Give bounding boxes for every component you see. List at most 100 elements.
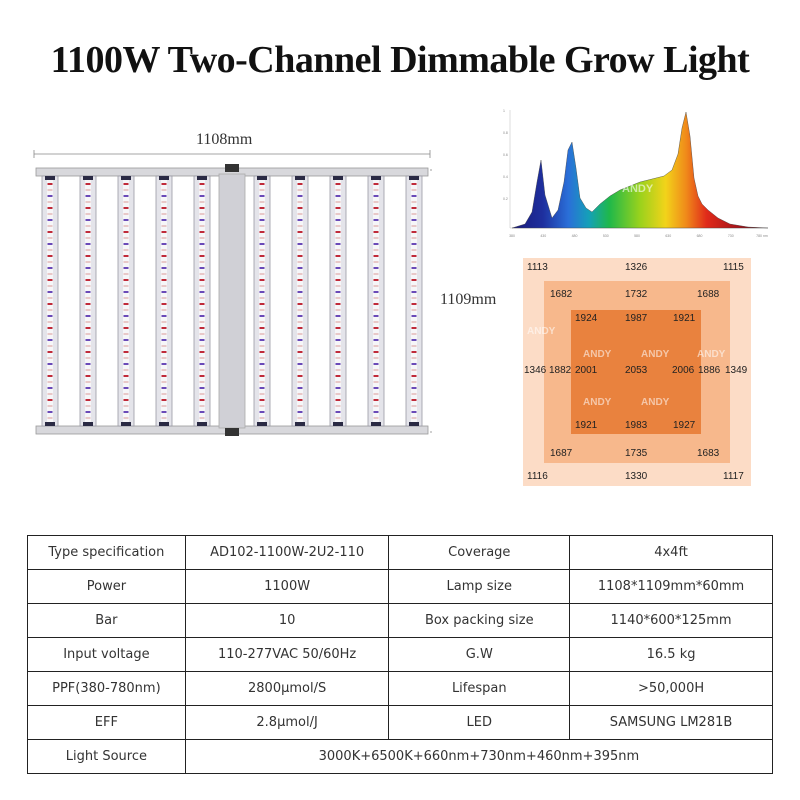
ppfd-value: 1688 (697, 289, 720, 300)
ppfd-value: 1924 (575, 313, 598, 324)
led-bar (405, 175, 423, 427)
spec-label: Box packing size (388, 603, 571, 638)
spec-value: SAMSUNG LM281B (569, 705, 773, 740)
led-bar (155, 175, 173, 427)
table-row: Input voltage 110-277VAC 50/60Hz G.W 16.… (27, 637, 773, 672)
spectrum-y-tick: 0.6 (503, 153, 508, 157)
spectrum-y-tick: 1 (503, 109, 505, 113)
light-source-value: 3000K+6500K+660nm+730nm+460nm+395nm (184, 739, 774, 774)
led-bar (253, 175, 271, 427)
ppfd-value: 2053 (625, 365, 648, 376)
spec-label: EFF (27, 705, 186, 740)
ppfd-value: 1735 (625, 448, 648, 459)
spectrum-y-tick: 0.4 (503, 175, 508, 179)
ppfd-distribution-map: ANDY ANDY ANDY ANDY ANDY ANDY 1113 1326 … (523, 258, 751, 486)
spec-label: Power (27, 569, 186, 604)
ppfd-watermark: ANDY (527, 326, 556, 337)
table-row: Bar 10 Box packing size 1140*600*125mm (27, 603, 773, 638)
led-bar (193, 175, 211, 427)
ppfd-value: 1117 (723, 471, 744, 482)
spec-label: Input voltage (27, 637, 186, 672)
spectrum-x-tick: 430 (540, 234, 546, 238)
spec-label: G.W (388, 637, 571, 672)
spectrum-x-tick: 480 (572, 234, 578, 238)
spectrum-x-tick: 530 (603, 234, 609, 238)
ppfd-value: 1115 (723, 262, 744, 273)
ppfd-value: 1921 (575, 420, 598, 431)
spectrum-x-tick: 730 (728, 234, 734, 238)
led-bar (117, 175, 135, 427)
led-bar (329, 175, 347, 427)
ppfd-value: 1326 (625, 262, 648, 273)
ppfd-watermark: ANDY (697, 349, 726, 360)
spec-value: 2800μmol/S (184, 671, 390, 706)
height-dimension-label: 1109mm (440, 291, 497, 308)
spec-value: 10 (184, 603, 390, 638)
ppfd-value: 1921 (673, 313, 696, 324)
spec-label: Coverage (388, 535, 571, 570)
ppfd-value: 1687 (550, 448, 573, 459)
spec-value: 110-277VAC 50/60Hz (184, 637, 390, 672)
ppfd-watermark: ANDY (583, 397, 612, 408)
led-bar (367, 175, 385, 427)
spec-value: 1100W (184, 569, 390, 604)
spec-label: Type specification (27, 535, 186, 570)
specification-table: Type specification AD102-1100W-2U2-110 C… (27, 535, 774, 774)
ppfd-value: 1346 (524, 365, 547, 376)
ppfd-value: 1116 (527, 471, 548, 482)
width-dimension-label: 1108mm (196, 131, 253, 148)
spec-label: Lifespan (388, 671, 571, 706)
led-bar (41, 175, 59, 427)
spec-value: 2.8μmol/J (184, 705, 390, 740)
driver-clip-bottom (225, 428, 239, 436)
spectrum-x-tick: 580 (634, 234, 640, 238)
spec-value: 16.5 kg (569, 637, 773, 672)
ppfd-watermark: ANDY (583, 349, 612, 360)
ppfd-value: 1349 (725, 365, 748, 376)
page-title: 1100W Two-Channel Dimmable Grow Light (50, 39, 750, 81)
ppfd-value: 1983 (625, 420, 648, 431)
driver-box (218, 173, 246, 429)
spectrum-y-tick: 0.8 (503, 131, 508, 135)
ppfd-value: 1330 (625, 471, 648, 482)
driver-clip-top (225, 164, 239, 172)
spec-label: Lamp size (388, 569, 571, 604)
spectrum-x-tick: 630 (665, 234, 671, 238)
spec-value: >50,000H (569, 671, 773, 706)
spec-label: PPF(380-780nm) (27, 671, 186, 706)
spectrum-x-tick: 780 nm (756, 234, 768, 238)
ppfd-value: 2001 (575, 365, 598, 376)
led-bar (79, 175, 97, 427)
ppfd-value: 1927 (673, 420, 696, 431)
ppfd-value: 2006 (672, 365, 695, 376)
table-row: Power 1100W Lamp size 1108*1109mm*60mm (27, 569, 773, 604)
ppfd-value: 1732 (625, 289, 648, 300)
spec-value: 1108*1109mm*60mm (569, 569, 773, 604)
table-row: PPF(380-780nm) 2800μmol/S Lifespan >50,0… (27, 671, 773, 706)
light-source-label: Light Source (27, 739, 186, 774)
spec-value: 4x4ft (569, 535, 773, 570)
spec-label: LED (388, 705, 571, 740)
spectrum-y-tick: 0.2 (503, 197, 508, 201)
ppfd-value: 1683 (697, 448, 720, 459)
grow-light-fixture-image (33, 150, 432, 436)
table-row: Light Source 3000K+6500K+660nm+730nm+460… (27, 739, 774, 774)
ppfd-watermark: ANDY (641, 397, 670, 408)
ppfd-value: 1882 (549, 365, 572, 376)
spectrum-x-tick: 380 (509, 234, 515, 238)
spectrum-x-tick: 680 (697, 234, 703, 238)
table-row: EFF 2.8μmol/J LED SAMSUNG LM281B (27, 705, 773, 740)
ppfd-value: 1987 (625, 313, 648, 324)
spec-value: 1140*600*125mm (569, 603, 773, 638)
light-spectrum-chart: ANDY 380 430 480 530 580 630 680 730 780 nm 1 0.8… (503, 109, 769, 238)
ppfd-value: 1113 (527, 262, 548, 273)
ppfd-value: 1682 (550, 289, 573, 300)
ppfd-inner-zone (571, 310, 701, 434)
ppfd-value: 1886 (698, 365, 721, 376)
spec-label: Bar (27, 603, 186, 638)
spectrum-watermark: ANDY (622, 183, 654, 195)
ppfd-watermark: ANDY (641, 349, 670, 360)
spec-value: AD102-1100W-2U2-110 (184, 535, 390, 570)
spectrum-curve (511, 111, 769, 229)
led-bar (291, 175, 309, 427)
